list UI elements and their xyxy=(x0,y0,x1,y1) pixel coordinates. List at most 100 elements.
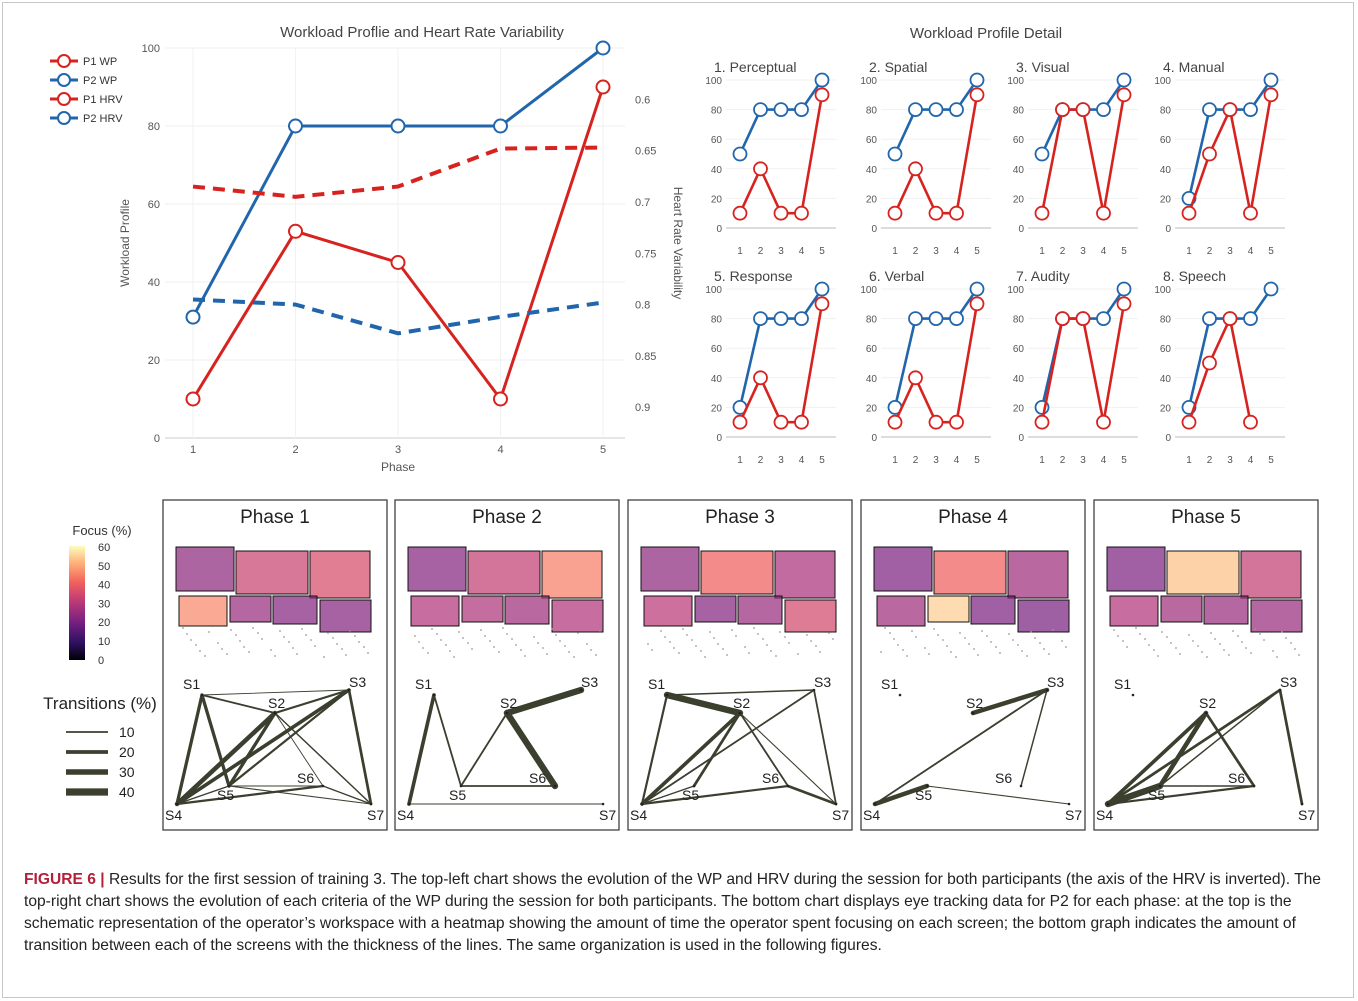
gaze-dot xyxy=(1175,647,1177,649)
panel-x-tick: 3 xyxy=(1080,455,1086,466)
panel-data-point xyxy=(928,102,944,117)
transition-edge xyxy=(739,712,837,805)
series-line xyxy=(192,297,604,336)
panel-y-tick: 20 xyxy=(711,403,723,414)
transition-edge xyxy=(874,689,1048,805)
gaze-dot xyxy=(301,628,303,630)
legend-swatch-marker xyxy=(57,92,71,106)
transition-edge xyxy=(926,785,1070,805)
screen-node xyxy=(601,802,605,806)
screen-node-label: S2 xyxy=(268,695,285,711)
panel-data-point xyxy=(1116,87,1132,103)
panel-x-tick: 3 xyxy=(933,455,939,466)
panel-data-point xyxy=(753,102,768,117)
screen-node-label: S3 xyxy=(1280,674,1297,690)
gaze-dot xyxy=(959,632,961,634)
gaze-dot xyxy=(691,639,693,641)
colorbar-tick-label: 0 xyxy=(98,655,104,667)
data-point xyxy=(493,391,508,407)
gaze-dot xyxy=(1153,649,1155,651)
gaze-dot xyxy=(279,630,281,632)
figure-caption: FIGURE 6 | Results for the first session… xyxy=(24,869,1342,957)
panel-y-tick: 20 xyxy=(711,194,723,205)
panel-y-tick: 100 xyxy=(1154,285,1171,296)
gaze-dot xyxy=(462,637,464,639)
panel-title: 1. Perceptual xyxy=(714,59,797,75)
gaze-dot xyxy=(1294,648,1296,650)
panel-data-point xyxy=(1202,146,1217,162)
phase-title: Phase 2 xyxy=(472,507,542,528)
panel-data-point xyxy=(928,205,944,221)
gaze-dot xyxy=(422,647,424,649)
panel-x-tick: 4 xyxy=(1248,246,1254,257)
gaze-dot xyxy=(660,630,662,632)
gaze-dot xyxy=(1206,656,1208,658)
screen-node xyxy=(227,784,231,788)
gaze-dot xyxy=(1219,643,1221,645)
gaze-dot xyxy=(933,628,935,630)
gaze-dot xyxy=(595,654,597,656)
gaze-dot xyxy=(515,644,517,646)
gaze-dot xyxy=(204,655,206,657)
panel-y-tick: 80 xyxy=(866,315,878,326)
screen-node-label: S2 xyxy=(1199,695,1216,711)
x-tick-label: 4 xyxy=(497,444,503,456)
panel-x-tick: 5 xyxy=(974,455,980,466)
gaze-dot xyxy=(1232,630,1234,632)
panel-y-tick: 0 xyxy=(871,224,877,235)
panel-y-tick: 40 xyxy=(1013,165,1025,176)
panel-y-tick: 80 xyxy=(711,106,723,117)
gaze-dot xyxy=(573,656,575,658)
transition-edge xyxy=(175,784,325,806)
gaze-dot xyxy=(1048,653,1050,655)
workspace-screen xyxy=(1017,599,1070,633)
screen-node xyxy=(692,784,696,788)
transition-edge xyxy=(1278,688,1304,806)
gaze-dot xyxy=(546,653,548,655)
panel-data-point xyxy=(887,146,903,162)
panel-y-tick: 100 xyxy=(1154,76,1171,87)
screen-node-label: S4 xyxy=(165,807,182,823)
panel-data-point xyxy=(1222,311,1238,327)
gaze-dot xyxy=(274,655,276,657)
screen-node xyxy=(407,802,411,806)
gaze-dot xyxy=(906,655,908,657)
gaze-dot xyxy=(1026,655,1028,657)
screen-node-label: S2 xyxy=(733,695,750,711)
screen-node xyxy=(432,693,436,697)
screen-node xyxy=(665,693,669,697)
gaze-dot xyxy=(810,640,812,642)
screen-node-label: S6 xyxy=(297,770,314,786)
gaze-dot xyxy=(221,648,223,650)
workspace-screen xyxy=(1240,550,1302,599)
series-line xyxy=(192,145,604,199)
screen-node-label: S5 xyxy=(449,787,466,803)
y2-tick-label: 0.65 xyxy=(635,146,656,158)
legend-label: P2 HRV xyxy=(83,113,123,125)
panel-data-point xyxy=(1243,205,1258,221)
workspace-screen xyxy=(1203,595,1249,625)
transition-edge xyxy=(433,694,462,787)
panel-y-tick: 20 xyxy=(866,403,878,414)
gaze-dot xyxy=(1188,634,1190,636)
panel-data-point xyxy=(814,72,830,88)
panel-x-tick: 4 xyxy=(1101,455,1107,466)
panel-x-tick: 5 xyxy=(1121,455,1127,466)
panel-x-tick: 5 xyxy=(819,246,825,257)
panel-data-point xyxy=(1202,311,1217,327)
gaze-dot xyxy=(1166,636,1168,638)
gaze-dot xyxy=(709,631,711,633)
screen-node xyxy=(369,802,373,806)
gaze-dot xyxy=(704,656,706,658)
panel-data-point xyxy=(1243,102,1258,117)
colorbar xyxy=(69,546,85,660)
screen-node-label: S2 xyxy=(500,695,517,711)
panel-data-point xyxy=(1096,205,1111,221)
panel-y-tick: 0 xyxy=(716,433,722,444)
transition-edge xyxy=(176,785,230,805)
panel-y-tick: 0 xyxy=(1018,224,1024,235)
caption-label: FIGURE 6 | xyxy=(24,871,105,888)
workspace-screen xyxy=(737,595,783,625)
panel-x-tick: 4 xyxy=(799,246,805,257)
panel-x-tick: 5 xyxy=(1268,455,1274,466)
